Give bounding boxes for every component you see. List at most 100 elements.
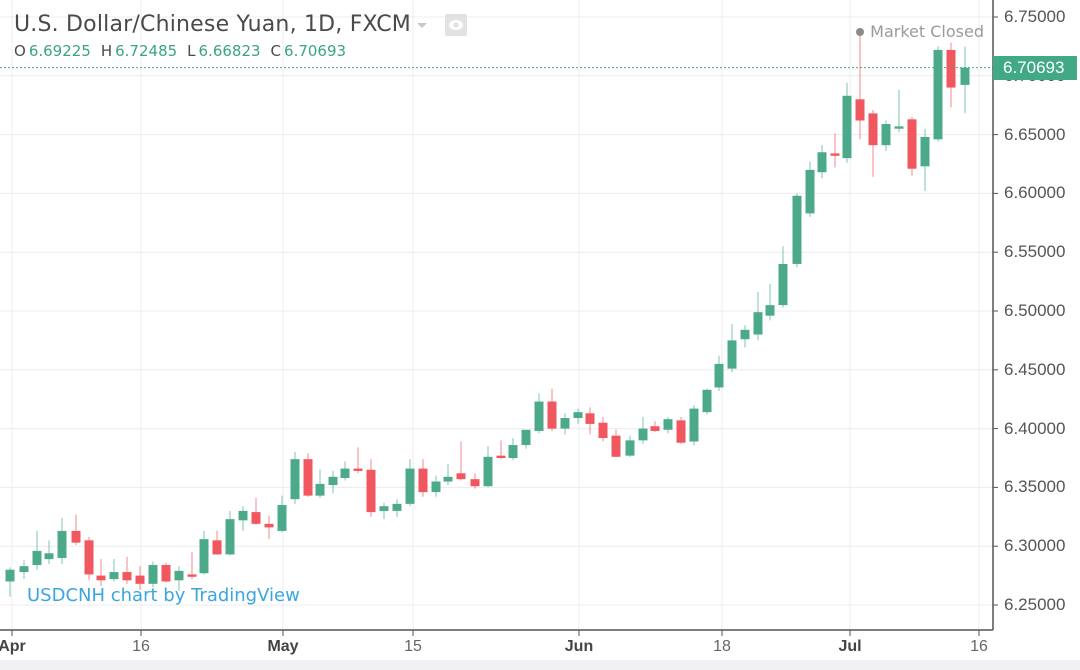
candle — [353, 447, 363, 474]
date-tick-label: 15 — [404, 638, 422, 655]
candle — [225, 510, 235, 556]
symbol-title[interactable]: U.S. Dollar/Chinese Yuan, 1D, FXCM — [14, 12, 411, 37]
close-key: C — [270, 42, 282, 60]
candles-layer — [5, 34, 970, 597]
candle — [560, 413, 570, 435]
market-status-label: Market Closed — [870, 22, 984, 41]
candle — [238, 506, 248, 531]
candle — [894, 89, 904, 133]
bottom-band — [0, 660, 1080, 670]
candle — [778, 246, 788, 308]
candle — [315, 469, 325, 498]
candle — [753, 292, 763, 341]
candle — [483, 446, 493, 488]
price-tick-label: 6.45000 — [1004, 359, 1066, 379]
candle — [109, 559, 119, 582]
candle — [868, 109, 878, 177]
chart-grid — [0, 0, 993, 630]
price-tick-label: 6.50000 — [1004, 301, 1066, 320]
date-tick-label: 16 — [132, 638, 150, 655]
candle — [303, 453, 313, 497]
candle — [379, 502, 389, 520]
candle — [340, 461, 350, 481]
open-key: O — [14, 42, 26, 60]
price-tick-label: 6.40000 — [1004, 418, 1066, 438]
date-tick-label: Jun — [564, 638, 594, 655]
status-dot-icon — [856, 27, 865, 36]
candle — [676, 416, 686, 444]
candle — [5, 567, 15, 597]
candle — [496, 440, 506, 460]
date-tick-label: Jul — [838, 638, 862, 655]
candle — [19, 560, 29, 580]
candle — [96, 559, 106, 587]
candle — [290, 452, 300, 504]
candle — [122, 556, 132, 584]
candle — [443, 463, 453, 486]
price-tick-label: 6.65000 — [1004, 124, 1066, 144]
candle — [521, 429, 531, 449]
candle — [714, 355, 724, 391]
candle — [456, 441, 466, 481]
candle — [44, 540, 54, 564]
ohlc-values: O 6.69225 H 6.72485 L 6.66823 C 6.70693 — [14, 42, 467, 60]
candle — [534, 393, 544, 434]
candle — [212, 530, 222, 555]
candle — [405, 459, 415, 507]
candle — [135, 566, 145, 590]
candle — [199, 530, 209, 575]
candle — [933, 46, 943, 142]
candle — [946, 42, 956, 108]
candle — [907, 116, 917, 176]
watermark-link[interactable]: USDCNH chart by TradingView — [27, 585, 300, 606]
candle — [431, 475, 441, 497]
eye-icon[interactable] — [444, 13, 467, 36]
candle — [148, 561, 158, 588]
candle — [418, 459, 428, 497]
candle — [805, 161, 815, 217]
price-tick-label: 6.55000 — [1004, 242, 1066, 262]
date-tick-label: 16 — [970, 638, 988, 655]
last-price-tag: 6.70693 — [993, 55, 1077, 80]
candle — [611, 429, 621, 457]
chart-legend: U.S. Dollar/Chinese Yuan, 1D, FXCM O 6.69… — [14, 12, 467, 60]
candle — [855, 34, 865, 140]
market-status: Market Closed — [856, 22, 984, 41]
candle — [663, 416, 673, 434]
candle — [71, 514, 81, 546]
candle — [57, 517, 67, 564]
candle — [251, 497, 261, 526]
candle — [508, 438, 518, 461]
date-tick-label: 18 — [713, 638, 731, 655]
date-tick-label: May — [267, 638, 299, 655]
candle — [366, 459, 376, 517]
candle — [702, 388, 712, 415]
candle — [174, 566, 184, 591]
caret-down-icon[interactable] — [416, 23, 427, 28]
candle — [842, 82, 852, 163]
candle — [638, 416, 648, 444]
candle — [727, 323, 737, 373]
axes — [0, 0, 998, 636]
price-tick-label: 6.60000 — [1004, 183, 1066, 203]
candle — [792, 193, 802, 268]
candle — [264, 515, 274, 540]
candle — [161, 562, 171, 583]
candle — [84, 536, 94, 581]
candle — [585, 407, 595, 435]
low-value: 6.66823 — [198, 42, 261, 60]
price-tick-label: 6.75000 — [1004, 7, 1066, 26]
price-tick-label: 6.30000 — [1004, 536, 1066, 556]
candle — [187, 552, 197, 580]
high-value: 6.72485 — [115, 42, 178, 60]
candle — [598, 416, 608, 442]
candle — [392, 499, 402, 517]
candle — [277, 495, 287, 533]
candle — [817, 145, 827, 179]
candle — [689, 405, 699, 446]
candle — [328, 470, 338, 494]
candle — [470, 473, 480, 489]
candle — [625, 435, 635, 457]
candle — [32, 530, 42, 570]
